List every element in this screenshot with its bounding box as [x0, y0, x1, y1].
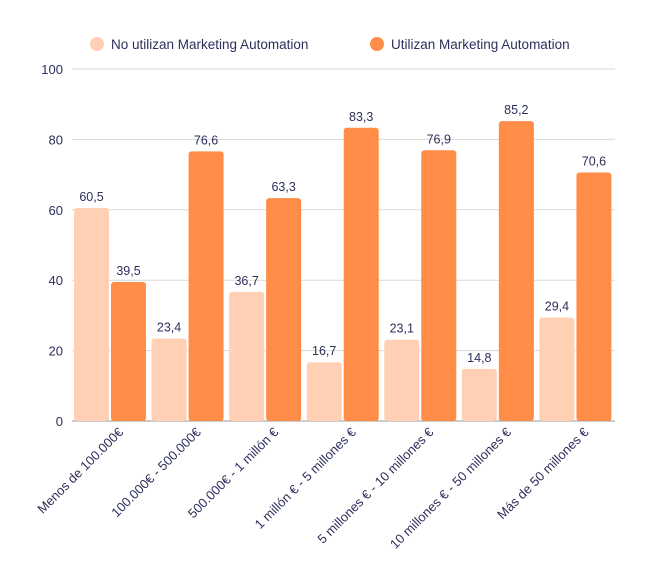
y-tick-label: 80	[49, 132, 63, 147]
data-label: 23,4	[157, 321, 181, 335]
y-tick-label: 0	[56, 414, 63, 429]
x-axis: Menos de 100.000€100.000€ - 500.000€500.…	[34, 424, 592, 552]
legend: No utilizan Marketing Automation Utiliza…	[90, 37, 570, 52]
legend-swatch-utilizan	[370, 37, 384, 51]
y-tick-label: 100	[41, 62, 63, 77]
data-label: 83,3	[349, 110, 373, 124]
legend-label-utilizan: Utilizan Marketing Automation	[391, 37, 570, 52]
bar-series1-0	[74, 208, 109, 421]
bar-series1-3	[306, 362, 342, 421]
y-tick-label: 60	[49, 203, 63, 218]
data-label: 16,7	[312, 344, 336, 358]
bar-series1-4	[384, 339, 420, 421]
data-labels: 60,5 39,5 23,4 76,6 36,7 63,3 16,7 83,3 23,1 76,9…	[79, 103, 606, 365]
bar-series2-1	[188, 151, 224, 422]
bar-series2-3	[343, 127, 379, 421]
y-axis: 0 20 40 60 80 100	[41, 62, 63, 429]
bar-series1-1	[151, 338, 187, 421]
bar-series2-4	[421, 150, 457, 421]
legend-label-no-utilizan: No utilizan Marketing Automation	[111, 37, 308, 52]
data-label: 70,6	[582, 154, 606, 168]
data-label: 14,8	[467, 351, 491, 365]
legend-swatch-no-utilizan	[90, 37, 104, 51]
data-label: 63,3	[271, 180, 295, 194]
bars	[74, 121, 612, 422]
data-label: 85,2	[504, 103, 528, 117]
data-label: 23,1	[390, 322, 414, 336]
data-label: 36,7	[234, 274, 258, 288]
data-label: 39,5	[116, 264, 140, 278]
bar-series2-0	[111, 281, 146, 421]
data-label: 76,6	[194, 133, 218, 147]
y-tick-label: 40	[49, 273, 63, 288]
data-label: 60,5	[79, 190, 103, 204]
bar-series2-5	[498, 121, 534, 421]
bar-series1-5	[461, 368, 497, 421]
bar-series1-2	[229, 291, 265, 421]
data-label: 76,9	[427, 132, 451, 146]
bar-series2-6	[576, 172, 612, 421]
bar-series2-2	[266, 198, 302, 421]
bar-series1-6	[539, 317, 575, 421]
data-label: 29,4	[545, 300, 569, 314]
x-tick-label: Menos de 100.000€	[34, 424, 126, 516]
y-tick-label: 20	[49, 344, 63, 359]
